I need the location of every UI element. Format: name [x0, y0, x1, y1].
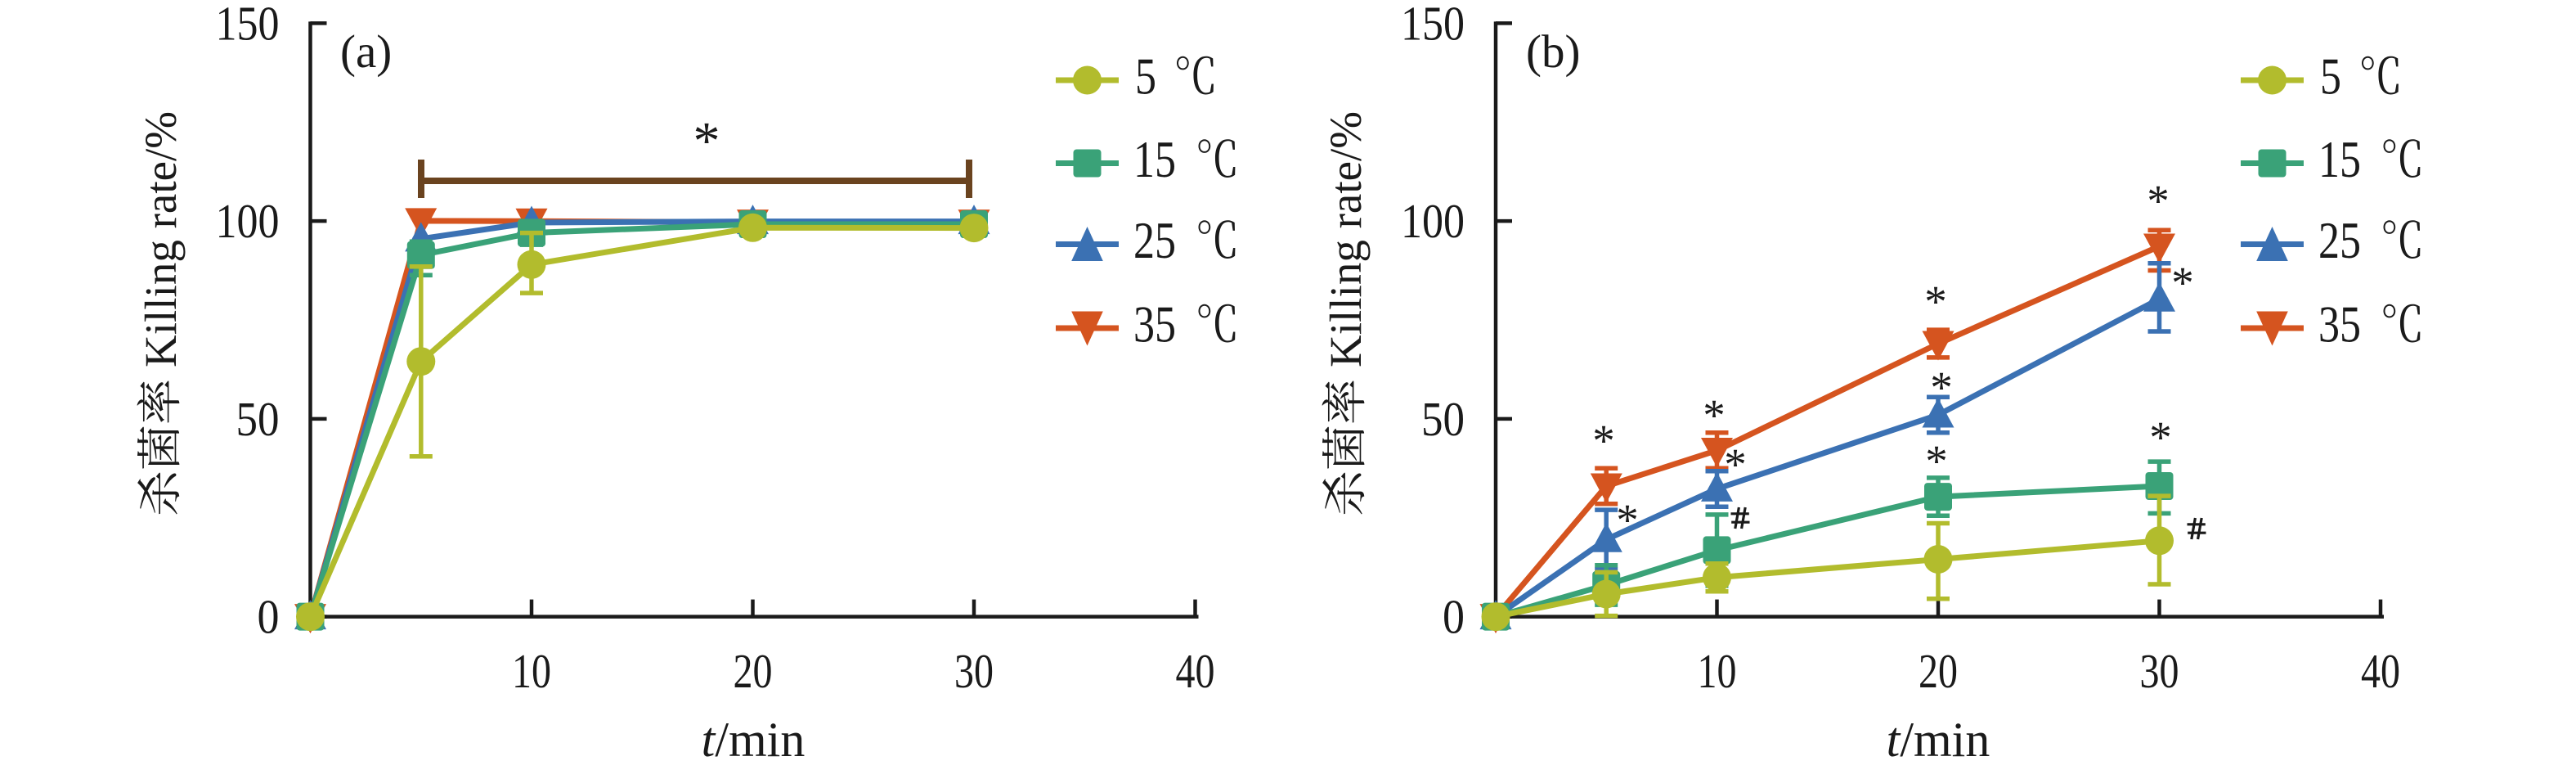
svg-text:t/min: t/min: [1887, 713, 1990, 767]
svg-text:*: *: [1616, 495, 1639, 545]
svg-text:0: 0: [1443, 590, 1465, 644]
svg-text:*: *: [1724, 439, 1747, 489]
svg-text:35: 35: [1133, 295, 1176, 353]
svg-text:*: *: [2149, 412, 2172, 462]
svg-text:35: 35: [2318, 295, 2361, 353]
svg-text:30: 30: [954, 644, 994, 698]
svg-text:5: 5: [2320, 47, 2341, 106]
svg-text:*: *: [2171, 258, 2194, 308]
svg-text:*: *: [1592, 416, 1615, 466]
svg-text:*: *: [1703, 390, 1726, 440]
svg-text:10: 10: [512, 644, 551, 698]
svg-text:*: *: [2147, 176, 2170, 226]
svg-text:t/min: t/min: [702, 713, 806, 767]
svg-text:40: 40: [1176, 644, 1215, 698]
svg-text:20: 20: [1919, 644, 1958, 698]
svg-text:150: 150: [216, 0, 280, 50]
svg-text:25: 25: [2318, 211, 2361, 269]
svg-text:*: *: [1930, 362, 1953, 412]
svg-text:(b): (b): [1526, 26, 1580, 78]
svg-text:*: *: [693, 111, 720, 171]
svg-text:15: 15: [2318, 130, 2361, 188]
svg-text:10: 10: [1698, 644, 1737, 698]
svg-text:5: 5: [1135, 47, 1156, 106]
svg-text:50: 50: [1421, 392, 1465, 446]
svg-text:25: 25: [1133, 211, 1176, 269]
svg-text:*: *: [1925, 436, 1948, 486]
svg-text:50: 50: [236, 392, 280, 446]
svg-text:Killing rate/%: Killing rate/%: [1321, 111, 1371, 367]
svg-text:0: 0: [258, 590, 280, 644]
svg-text:*: *: [1924, 277, 1947, 326]
svg-text:40: 40: [2361, 644, 2400, 698]
svg-text:20: 20: [734, 644, 773, 698]
svg-text:15: 15: [1133, 130, 1176, 188]
svg-text:100: 100: [1401, 194, 1465, 248]
svg-text:100: 100: [216, 194, 280, 248]
svg-text:Killing rate/%: Killing rate/%: [136, 111, 186, 367]
svg-text:(a): (a): [340, 26, 392, 78]
svg-text:150: 150: [1401, 0, 1465, 50]
svg-text:30: 30: [2140, 644, 2179, 698]
